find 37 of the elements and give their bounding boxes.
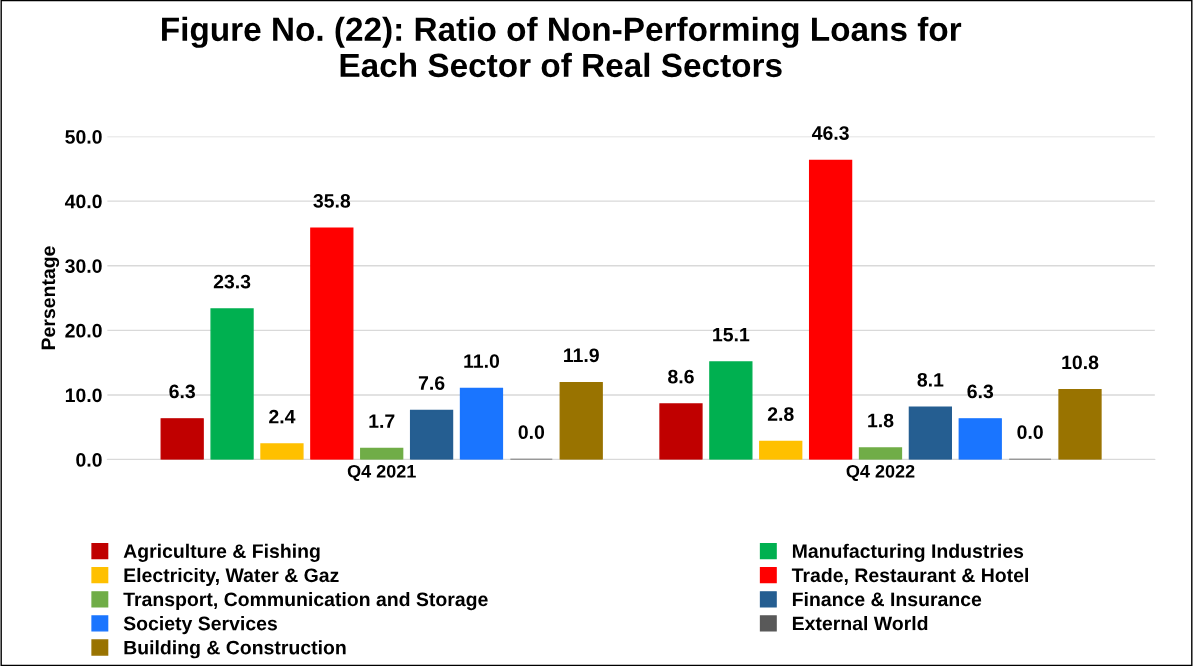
y-tick-label: 10.0	[65, 388, 102, 403]
legend-label: Trade, Restaurant & Hotel	[791, 567, 1028, 585]
chart-title: Figure No. (22): Ratio of Non-Performing Loans for Each Sector of Real Sectors	[162, 16, 962, 78]
data-label: 1.8	[868, 413, 894, 428]
data-label: 11.0	[464, 354, 500, 368]
data-label: 0.0	[1017, 425, 1043, 440]
legend-label: Transport, Communication and Storage	[123, 591, 488, 611]
legend-label: External World	[792, 616, 928, 631]
data-label: 2.4	[269, 409, 296, 424]
y-tick-label: 40.0	[64, 194, 102, 209]
y-tick-label: 20.0	[65, 323, 102, 338]
legend-label: Agriculture & Fishing	[123, 543, 320, 562]
data-label: 1.7	[369, 414, 395, 428]
y-tick-label: 50.0	[65, 130, 102, 144]
legend-label: Building & Construction	[124, 640, 346, 659]
data-label: 8.1	[917, 372, 944, 387]
y-tick-label: 30.0	[65, 259, 102, 273]
legend-label: Society Services	[123, 616, 277, 635]
data-label: 6.3	[169, 384, 195, 399]
y-tick-label: 0.0	[76, 453, 102, 467]
data-label: 7.6	[418, 376, 445, 390]
data-label: 8.6	[668, 369, 694, 384]
y-axis-title: Persentage	[41, 246, 60, 350]
data-label: 11.9	[564, 348, 599, 363]
data-label: 0.0	[518, 425, 545, 440]
data-label: 35.8	[313, 193, 351, 208]
data-label: 2.8	[767, 407, 794, 421]
data-label: 23.3	[213, 274, 251, 289]
x-tick-label: Q4 2022	[846, 464, 915, 482]
data-label: 15.1	[713, 327, 750, 342]
data-label: 46.3	[811, 126, 849, 140]
x-tick-label: Q4 2021	[347, 464, 416, 482]
legend-label: Electricity, Water & Gaz	[124, 567, 339, 587]
legend-label: Manufacturing Industries	[792, 543, 1024, 562]
data-label: 6.3	[967, 384, 994, 399]
legend-label: Finance & Insurance	[792, 591, 982, 607]
data-label: 10.8	[1062, 355, 1099, 370]
